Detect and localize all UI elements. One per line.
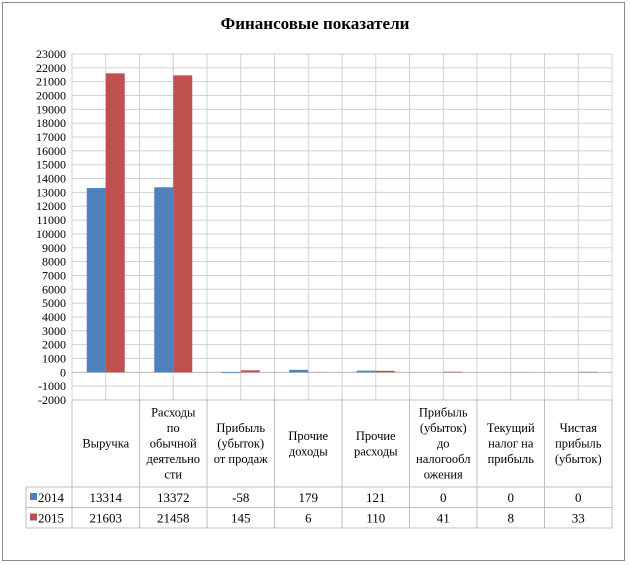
table-value: 121 <box>366 490 386 505</box>
table-value: 6 <box>305 511 312 526</box>
bar-2014-2 <box>221 372 241 374</box>
table-value: 0 <box>508 490 515 505</box>
category-label: сти <box>164 468 182 482</box>
bar-2015-4 <box>375 370 395 373</box>
table-value: 13372 <box>157 490 190 505</box>
bar-2015-5 <box>443 371 463 373</box>
y-tick-label: 4000 <box>42 310 66 324</box>
table-value: 0 <box>440 490 447 505</box>
legend-label: 2014 <box>38 490 65 505</box>
table-value: 145 <box>231 511 251 526</box>
bar-2015-0 <box>105 73 125 373</box>
chart-title: Финансовые показатели <box>221 14 410 33</box>
bar-2015-2 <box>240 370 260 373</box>
y-tick-label: 10000 <box>36 227 66 241</box>
category-label: Текущий <box>487 421 535 435</box>
table-value: 41 <box>437 511 450 526</box>
legend-swatch-2014 <box>30 493 37 500</box>
y-tick-label: 15000 <box>36 158 66 172</box>
category-label: Прибыль <box>216 421 265 435</box>
y-tick-label: 8000 <box>42 255 66 269</box>
category-label: Расходы <box>151 406 196 420</box>
table-value: 13314 <box>90 490 123 505</box>
y-tick-label: -2000 <box>38 393 66 407</box>
bar-2014-4 <box>356 370 376 373</box>
category-label: (убыток) <box>420 421 467 435</box>
y-tick-label: 20000 <box>36 89 66 103</box>
bar-2014-1 <box>154 187 174 373</box>
category-label: Прочие <box>356 429 396 443</box>
y-tick-label: 12000 <box>36 199 66 213</box>
y-tick-label: 6000 <box>42 282 66 296</box>
table-value: 110 <box>366 511 385 526</box>
category-label: доходы <box>289 444 328 458</box>
y-tick-label: 1000 <box>42 351 66 365</box>
category-label: до <box>437 437 450 451</box>
category-label: обычной <box>150 437 197 451</box>
y-tick-label: 19000 <box>36 102 66 116</box>
y-tick-label: 16000 <box>36 144 66 158</box>
y-tick-label: 18000 <box>36 116 66 130</box>
category-label: Выручка <box>82 437 129 451</box>
category-label: налог на <box>488 437 534 451</box>
category-label: расходы <box>354 444 398 458</box>
y-tick-label: 21000 <box>36 75 66 89</box>
y-tick-label: 7000 <box>42 268 66 282</box>
y-tick-label: 5000 <box>42 296 66 310</box>
category-label: прибыль <box>555 437 602 451</box>
table-value: 179 <box>299 490 319 505</box>
bar-2014-3 <box>289 369 309 373</box>
y-tick-label: 9000 <box>42 241 66 255</box>
table-value: 8 <box>508 511 515 526</box>
y-tick-label: 17000 <box>36 130 66 144</box>
legend-label: 2015 <box>38 511 64 526</box>
table-value: 33 <box>572 511 585 526</box>
y-tick-label: 23000 <box>36 47 66 61</box>
y-tick-label: 22000 <box>36 61 66 75</box>
y-tick-label: 3000 <box>42 324 66 338</box>
category-label: (убыток) <box>217 437 264 451</box>
table-value: 21603 <box>90 511 123 526</box>
category-label: (убыток) <box>555 452 602 466</box>
category-label: налогообл <box>416 452 470 466</box>
category-label: от продаж <box>214 452 268 466</box>
category-label: прибыль <box>488 452 535 466</box>
y-tick-label: 14000 <box>36 172 66 186</box>
y-tick-label: 11000 <box>36 213 66 227</box>
chart-frame <box>2 2 625 561</box>
table-value: -58 <box>232 490 249 505</box>
y-tick-label: 0 <box>60 365 66 379</box>
bar-2014-0 <box>86 188 106 373</box>
table-value: 0 <box>575 490 582 505</box>
bar-2015-1 <box>173 75 193 373</box>
y-tick-label: -1000 <box>38 379 66 393</box>
category-label: Прибыль <box>419 406 468 420</box>
category-label: по <box>167 421 180 435</box>
category-label: ожения <box>424 468 463 482</box>
table-value: 21458 <box>157 511 190 526</box>
legend-swatch-2015 <box>30 513 37 521</box>
category-label: Чистая <box>560 421 598 435</box>
y-tick-label: 13000 <box>36 185 66 199</box>
category-label: Прочие <box>288 429 328 443</box>
category-label: деятельно <box>146 452 200 466</box>
y-tick-label: 2000 <box>42 338 66 352</box>
